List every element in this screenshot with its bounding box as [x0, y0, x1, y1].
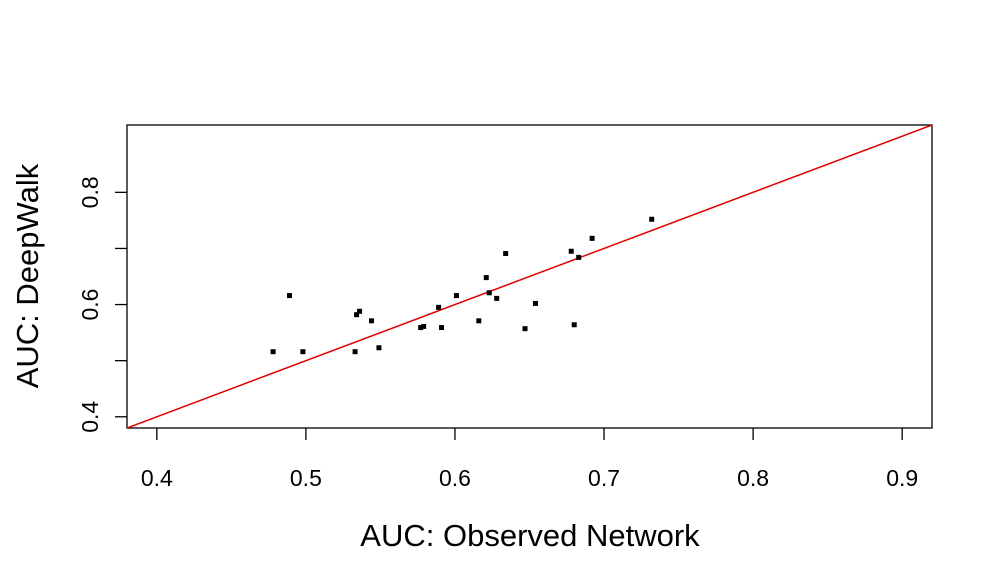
point — [568, 248, 574, 254]
point — [300, 349, 306, 355]
point — [589, 235, 595, 241]
y-tick-label: 0.4 — [77, 401, 103, 433]
x-tick-label: 0.5 — [290, 465, 322, 491]
point — [357, 308, 363, 314]
x-tick-label: 0.4 — [141, 465, 173, 491]
point — [368, 318, 374, 324]
x-tick-label: 0.9 — [886, 465, 918, 491]
y-tick-label: 0.6 — [77, 289, 103, 321]
x-tick-label: 0.6 — [439, 465, 471, 491]
y-axis-title: AUC: DeepWalk — [10, 163, 45, 388]
x-axis-title: AUC: Observed Network — [360, 518, 700, 553]
point — [354, 312, 360, 318]
point — [376, 345, 382, 351]
point — [576, 254, 582, 260]
point — [483, 275, 489, 281]
point — [649, 216, 655, 222]
point — [436, 304, 442, 310]
x-tick-label: 0.8 — [737, 465, 769, 491]
point — [571, 322, 577, 328]
point — [418, 325, 424, 331]
y-tick-label: 0.8 — [77, 176, 103, 208]
point — [486, 290, 492, 296]
point — [270, 349, 276, 355]
point — [352, 349, 358, 355]
point — [453, 293, 459, 299]
reference-line — [126, 124, 933, 429]
point — [421, 323, 427, 329]
point — [286, 293, 292, 299]
point — [476, 318, 482, 324]
point — [522, 326, 528, 332]
plot-frame — [126, 124, 933, 429]
point — [503, 250, 509, 256]
point — [494, 295, 500, 301]
point — [532, 300, 538, 306]
point — [439, 325, 445, 331]
x-tick-label: 0.7 — [588, 465, 620, 491]
